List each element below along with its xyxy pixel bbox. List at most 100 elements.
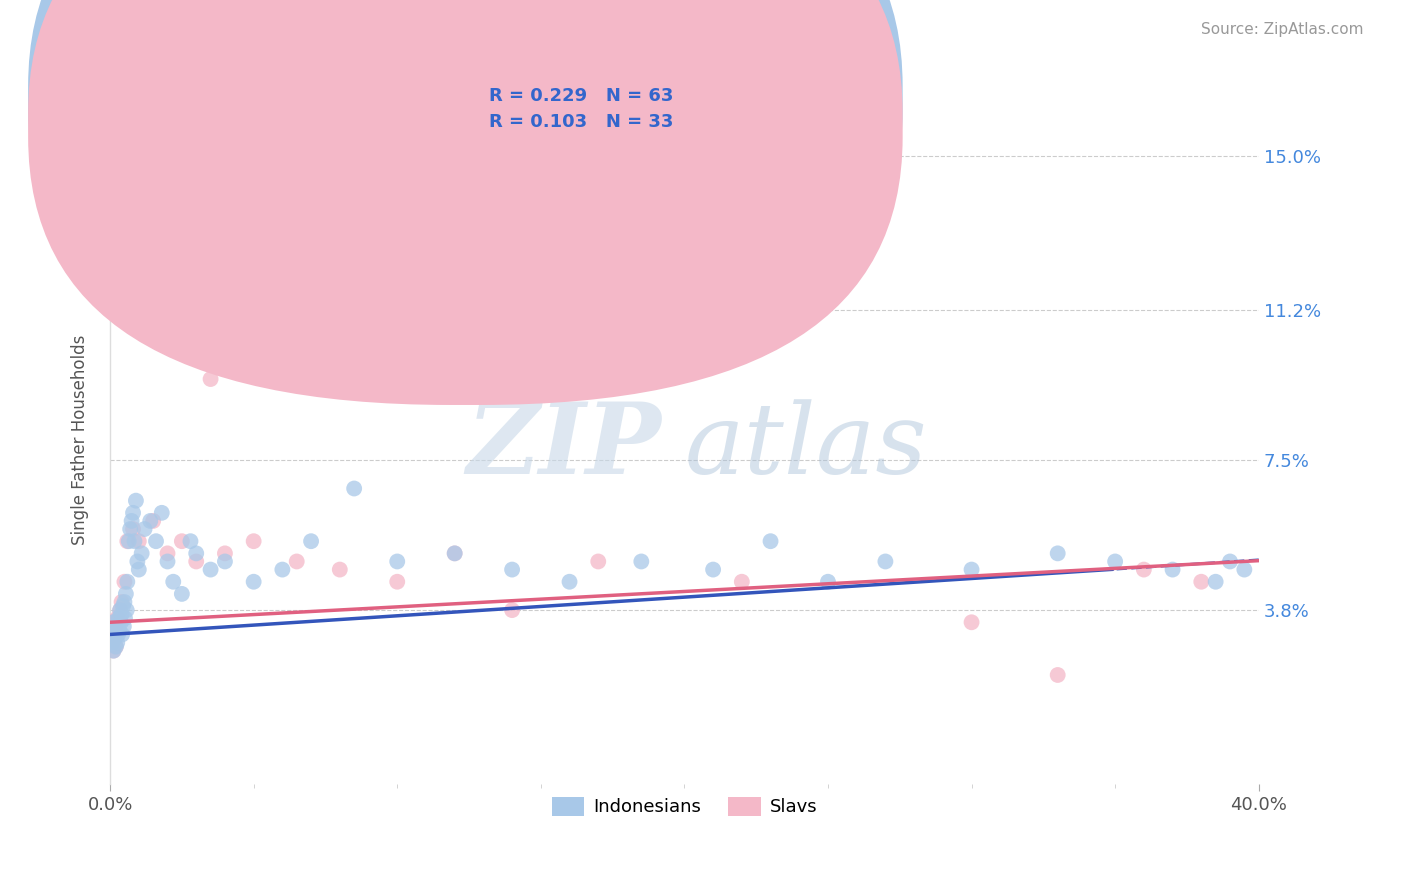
Point — [134, 522, 156, 536]
Point — [107, 611, 129, 625]
Point — [731, 574, 754, 589]
Point — [127, 554, 149, 568]
Point — [108, 603, 131, 617]
Point — [100, 627, 122, 641]
Point — [1133, 563, 1156, 577]
Point — [170, 587, 193, 601]
Point — [214, 554, 236, 568]
Point — [179, 534, 201, 549]
Point — [124, 534, 146, 549]
Point — [875, 554, 897, 568]
Point — [1161, 563, 1184, 577]
Point — [142, 514, 165, 528]
Point — [170, 534, 193, 549]
Text: R = 0.229   N = 63: R = 0.229 N = 63 — [489, 87, 673, 104]
Point — [1205, 574, 1227, 589]
Point — [200, 563, 222, 577]
Point — [105, 619, 128, 633]
Point — [108, 624, 131, 638]
Point — [214, 546, 236, 560]
Point — [558, 574, 581, 589]
Point — [105, 635, 128, 649]
Point — [1189, 574, 1212, 589]
Point — [121, 514, 143, 528]
Point — [110, 595, 132, 609]
Point — [200, 372, 222, 386]
Point — [110, 607, 132, 622]
Point — [111, 599, 134, 613]
Text: atlas: atlas — [685, 399, 927, 494]
Point — [145, 534, 167, 549]
Point — [104, 640, 127, 654]
Point — [501, 603, 523, 617]
Point — [122, 522, 145, 536]
Point — [103, 643, 125, 657]
Point — [285, 554, 308, 568]
Point — [128, 534, 150, 549]
Point — [387, 554, 409, 568]
Point — [586, 554, 609, 568]
Text: R = 0.103   N = 33: R = 0.103 N = 33 — [489, 113, 673, 131]
Point — [329, 563, 352, 577]
Text: Source: ZipAtlas.com: Source: ZipAtlas.com — [1201, 22, 1364, 37]
Point — [343, 482, 366, 496]
Point — [100, 635, 122, 649]
Point — [1046, 668, 1069, 682]
Point — [117, 574, 139, 589]
Point — [107, 624, 129, 638]
Point — [156, 546, 179, 560]
Point — [103, 632, 125, 646]
Point — [120, 522, 142, 536]
Point — [630, 554, 652, 568]
Point — [443, 546, 465, 560]
Point — [115, 587, 138, 601]
Point — [101, 635, 124, 649]
Point — [186, 546, 208, 560]
Point — [387, 574, 409, 589]
Point — [107, 627, 129, 641]
Point — [271, 563, 294, 577]
Point — [112, 619, 135, 633]
Point — [242, 574, 264, 589]
Point — [128, 563, 150, 577]
Point — [125, 493, 148, 508]
Point — [105, 611, 128, 625]
Point — [186, 554, 208, 568]
Point — [108, 603, 131, 617]
Point — [103, 632, 125, 646]
Point — [960, 615, 983, 630]
Point — [960, 563, 983, 577]
Point — [501, 563, 523, 577]
Point — [817, 574, 839, 589]
Point — [162, 574, 184, 589]
Point — [104, 624, 127, 638]
Legend: Indonesians, Slavs: Indonesians, Slavs — [544, 789, 824, 823]
Point — [122, 506, 145, 520]
Point — [1219, 554, 1241, 568]
Point — [115, 603, 138, 617]
Point — [101, 615, 124, 630]
Point — [110, 615, 132, 630]
Point — [111, 627, 134, 641]
Point — [1046, 546, 1069, 560]
Text: ZIP: ZIP — [467, 399, 661, 495]
Y-axis label: Single Father Households: Single Father Households — [72, 334, 89, 545]
Point — [104, 640, 127, 654]
Point — [118, 534, 141, 549]
Point — [101, 627, 124, 641]
Point — [702, 563, 724, 577]
Point — [299, 534, 322, 549]
Point — [117, 534, 139, 549]
Point — [150, 506, 173, 520]
Point — [103, 643, 125, 657]
Point — [101, 615, 124, 630]
Point — [139, 514, 162, 528]
Point — [114, 611, 136, 625]
Point — [104, 619, 127, 633]
Point — [156, 554, 179, 568]
Point — [759, 534, 782, 549]
Point — [114, 574, 136, 589]
Point — [131, 546, 153, 560]
Point — [242, 534, 264, 549]
Point — [1233, 563, 1256, 577]
